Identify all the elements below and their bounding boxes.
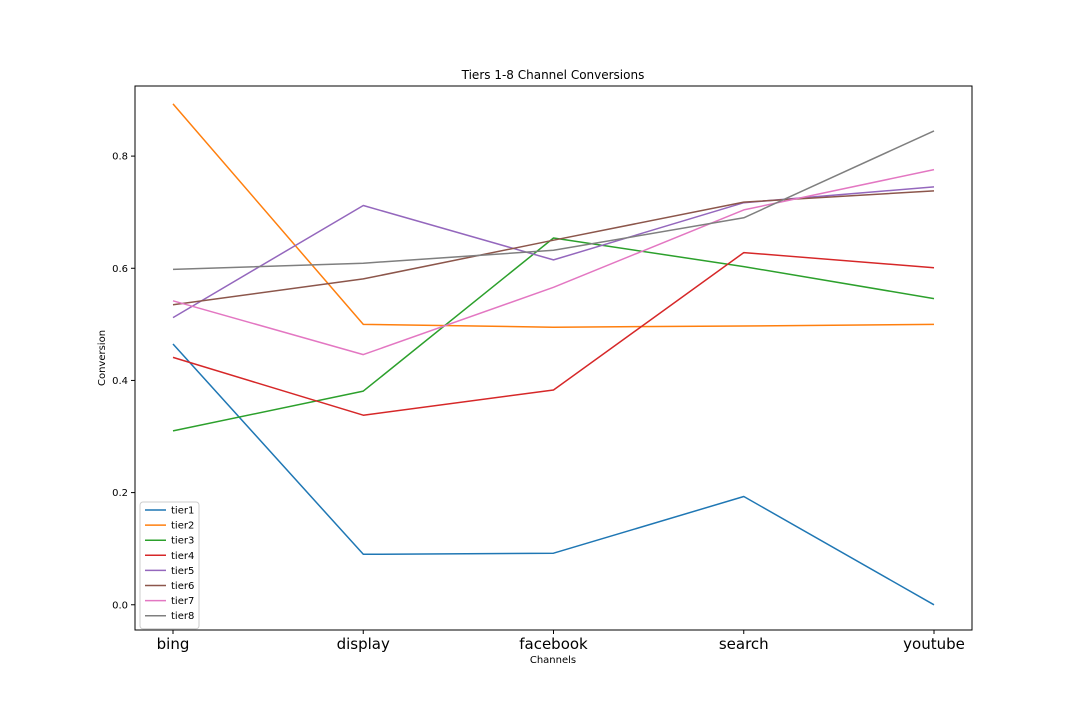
legend-label-tier6: tier6: [171, 581, 194, 592]
legend-label-tier1: tier1: [171, 506, 194, 517]
series-line-tier6: [172, 190, 935, 306]
x-tick-label-search: search: [719, 635, 769, 653]
y-tick-label: 0.6: [112, 264, 128, 275]
x-axis-label: Channels: [530, 655, 576, 666]
legend: tier1 tier2 tier3 tier4 tier5 tier6 tier7 tier8: [139, 501, 200, 630]
series-line-tier7: [172, 168, 935, 356]
legend-label-tier3: tier3: [171, 536, 194, 547]
y-tick-label: 0.0: [112, 600, 128, 611]
legend-box: [139, 501, 200, 630]
series-line-tier1: [172, 343, 935, 606]
x-tick-label-youtube: youtube: [903, 635, 965, 653]
plot-frame: [134, 85, 973, 631]
y-tick-label: 0.4: [112, 376, 128, 387]
legend-label-tier5: tier5: [171, 566, 194, 577]
series-line-tier4: [172, 251, 935, 416]
series-line-tier5: [172, 186, 935, 319]
y-tick-label: 0.8: [112, 152, 128, 163]
legend-label-tier2: tier2: [171, 521, 194, 532]
series-line-tier2: [172, 103, 935, 328]
x-tick-label-display: display: [337, 635, 390, 653]
y-axis-label: Conversion: [97, 330, 108, 386]
x-tick-label-facebook: facebook: [519, 635, 588, 653]
legend-label-tier8: tier8: [171, 611, 194, 622]
series-line-tier8: [172, 130, 935, 271]
y-axis: 0.0 0.2 0.4 0.6 0.8: [112, 152, 135, 611]
legend-label-tier7: tier7: [171, 596, 194, 607]
x-axis: bing display facebook search youtube: [157, 630, 965, 653]
legend-label-tier4: tier4: [171, 551, 194, 562]
series-layer: [172, 103, 935, 606]
series-line-tier3: [172, 237, 935, 432]
chart-title: Tiers 1-8 Channel Conversions: [461, 68, 645, 82]
y-tick-label: 0.2: [112, 488, 128, 499]
x-tick-label-bing: bing: [157, 635, 190, 653]
